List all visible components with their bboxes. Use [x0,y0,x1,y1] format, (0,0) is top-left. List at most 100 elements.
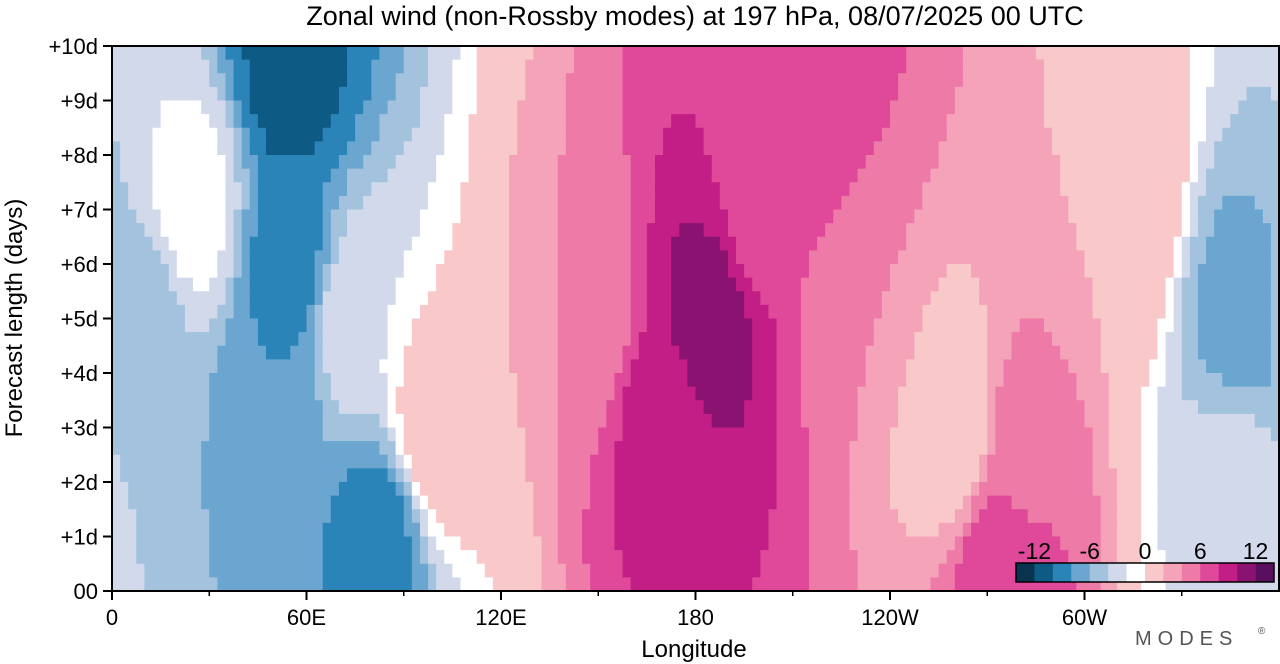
heatmap-cell [825,209,834,224]
heatmap-cell [193,332,202,347]
heatmap-cell [938,427,948,442]
heatmap-cell [1125,359,1134,374]
heatmap-cell [695,413,705,429]
heatmap-cell [282,182,291,197]
heatmap-cell [1197,277,1207,292]
heatmap-cell [1230,373,1240,388]
heatmap-cell [1108,73,1118,88]
heatmap-cell [363,155,372,170]
heatmap-cell [322,168,332,183]
heatmap-cell [176,209,186,224]
heatmap-cell [881,264,891,279]
heatmap-cell [363,195,372,211]
heatmap-cell [752,413,761,429]
heatmap-cell [808,209,818,224]
heatmap-cell [136,46,146,61]
heatmap-cell [784,482,794,497]
heatmap-cell [865,114,875,129]
heatmap-cell [833,168,842,183]
heatmap-cell [541,468,551,483]
heatmap-cell [671,182,680,197]
heatmap-cell [233,318,243,333]
heatmap-cell [1043,482,1053,497]
heatmap-cell [711,250,721,265]
heatmap-cell [573,427,583,442]
heatmap-cell [403,182,413,197]
heatmap-cell [1181,182,1191,197]
heatmap-cell [290,114,299,129]
heatmap-cell [744,59,753,74]
heatmap-cell [1060,195,1069,211]
heatmap-cell [1189,236,1199,251]
heatmap-cell [573,304,583,320]
heatmap-cell [1214,373,1223,388]
heatmap-cell [744,46,753,61]
heatmap-cell [1100,236,1110,251]
heatmap-cell [290,400,299,415]
heatmap-cell [112,482,121,497]
heatmap-cell [338,441,348,456]
heatmap-cell [1019,291,1029,306]
heatmap-cell [606,359,616,374]
heatmap-cell [395,441,405,456]
heatmap-cell [987,304,996,320]
heatmap-cell [387,482,397,497]
heatmap-cell [241,291,251,306]
heatmap-cell [428,495,437,510]
heatmap-cell [347,114,356,129]
heatmap-cell [411,359,421,374]
heatmap-cell [249,168,259,183]
heatmap-cell [241,468,251,483]
heatmap-cell [428,318,437,333]
heatmap-cell [322,482,332,497]
heatmap-cell [201,86,210,102]
heatmap-cell [201,427,210,442]
heatmap-cell [330,264,340,279]
heatmap-cell [1043,141,1053,156]
heatmap-cell [209,264,218,279]
heatmap-cell [306,386,316,401]
heatmap-cell [1197,386,1207,401]
heatmap-cell [727,495,737,510]
heatmap-cell [1035,236,1045,251]
heatmap-cell [1133,441,1142,456]
heatmap-cell [881,400,891,415]
heatmap-cell [630,264,640,279]
heatmap-cell [290,155,299,170]
heatmap-cell [938,359,948,374]
heatmap-cell [290,373,299,388]
heatmap-cell [890,127,899,142]
heatmap-cell [930,264,940,279]
heatmap-cell [598,182,607,197]
heatmap-cell [873,264,883,279]
heatmap-cell [1262,373,1272,388]
heatmap-cell [971,359,980,374]
heatmap-cell [890,468,899,483]
heatmap-cell [711,46,721,61]
heatmap-cell [193,59,202,74]
heatmap-cell [1246,345,1256,360]
heatmap-cell [606,277,616,292]
heatmap-cell [622,304,632,320]
heatmap-cell [744,100,753,115]
heatmap-cell [517,127,526,142]
heatmap-cell [1165,454,1175,469]
heatmap-cell [792,168,802,183]
heatmap-cell [865,454,875,469]
heatmap-cell [922,482,932,497]
heatmap-cell [1043,86,1053,102]
heatmap-cell [452,250,462,265]
heatmap-cell [727,86,737,102]
heatmap-cell [817,441,826,456]
heatmap-cell [549,345,559,360]
heatmap-cell [525,318,535,333]
heatmap-cell [808,100,818,115]
heatmap-cell [509,413,518,429]
heatmap-cell [395,373,405,388]
heatmap-cell [565,373,575,388]
heatmap-cell [444,359,453,374]
heatmap-cell [873,413,883,429]
heatmap-cell [922,359,932,374]
heatmap-cell [565,250,575,265]
heatmap-cell [541,168,551,183]
